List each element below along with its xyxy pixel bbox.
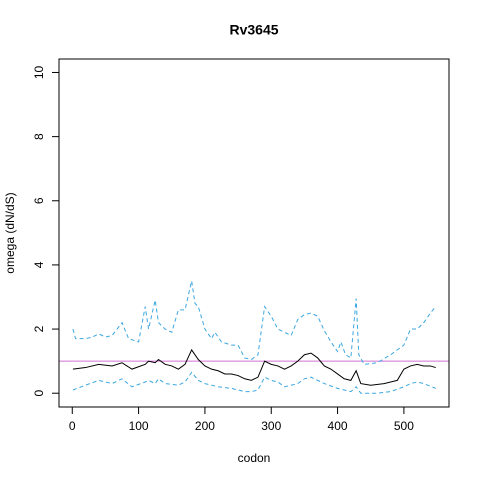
y-tick-label: 4 [32, 261, 46, 268]
x-tick-label: 400 [328, 419, 348, 433]
y-tick-label: 8 [32, 133, 46, 140]
x-tick-label: 100 [129, 419, 149, 433]
plot-frame [58, 58, 450, 408]
x-tick-label: 200 [195, 419, 215, 433]
x-tick-label: 500 [394, 419, 414, 433]
x-tick-label: 0 [69, 419, 76, 433]
y-tick-label: 6 [32, 197, 46, 204]
y-axis-label: omega (dN/dS) [3, 192, 17, 273]
y-tick-label: 10 [32, 65, 46, 79]
series-line [72, 371, 436, 394]
y-tick-label: 0 [32, 390, 46, 397]
series-line [72, 348, 436, 386]
x-axis-label: codon [238, 451, 271, 465]
y-tick-label: 2 [32, 325, 46, 332]
series-line [72, 280, 437, 365]
x-tick-label: 300 [261, 419, 281, 433]
chart-title: Rv3645 [229, 22, 278, 38]
